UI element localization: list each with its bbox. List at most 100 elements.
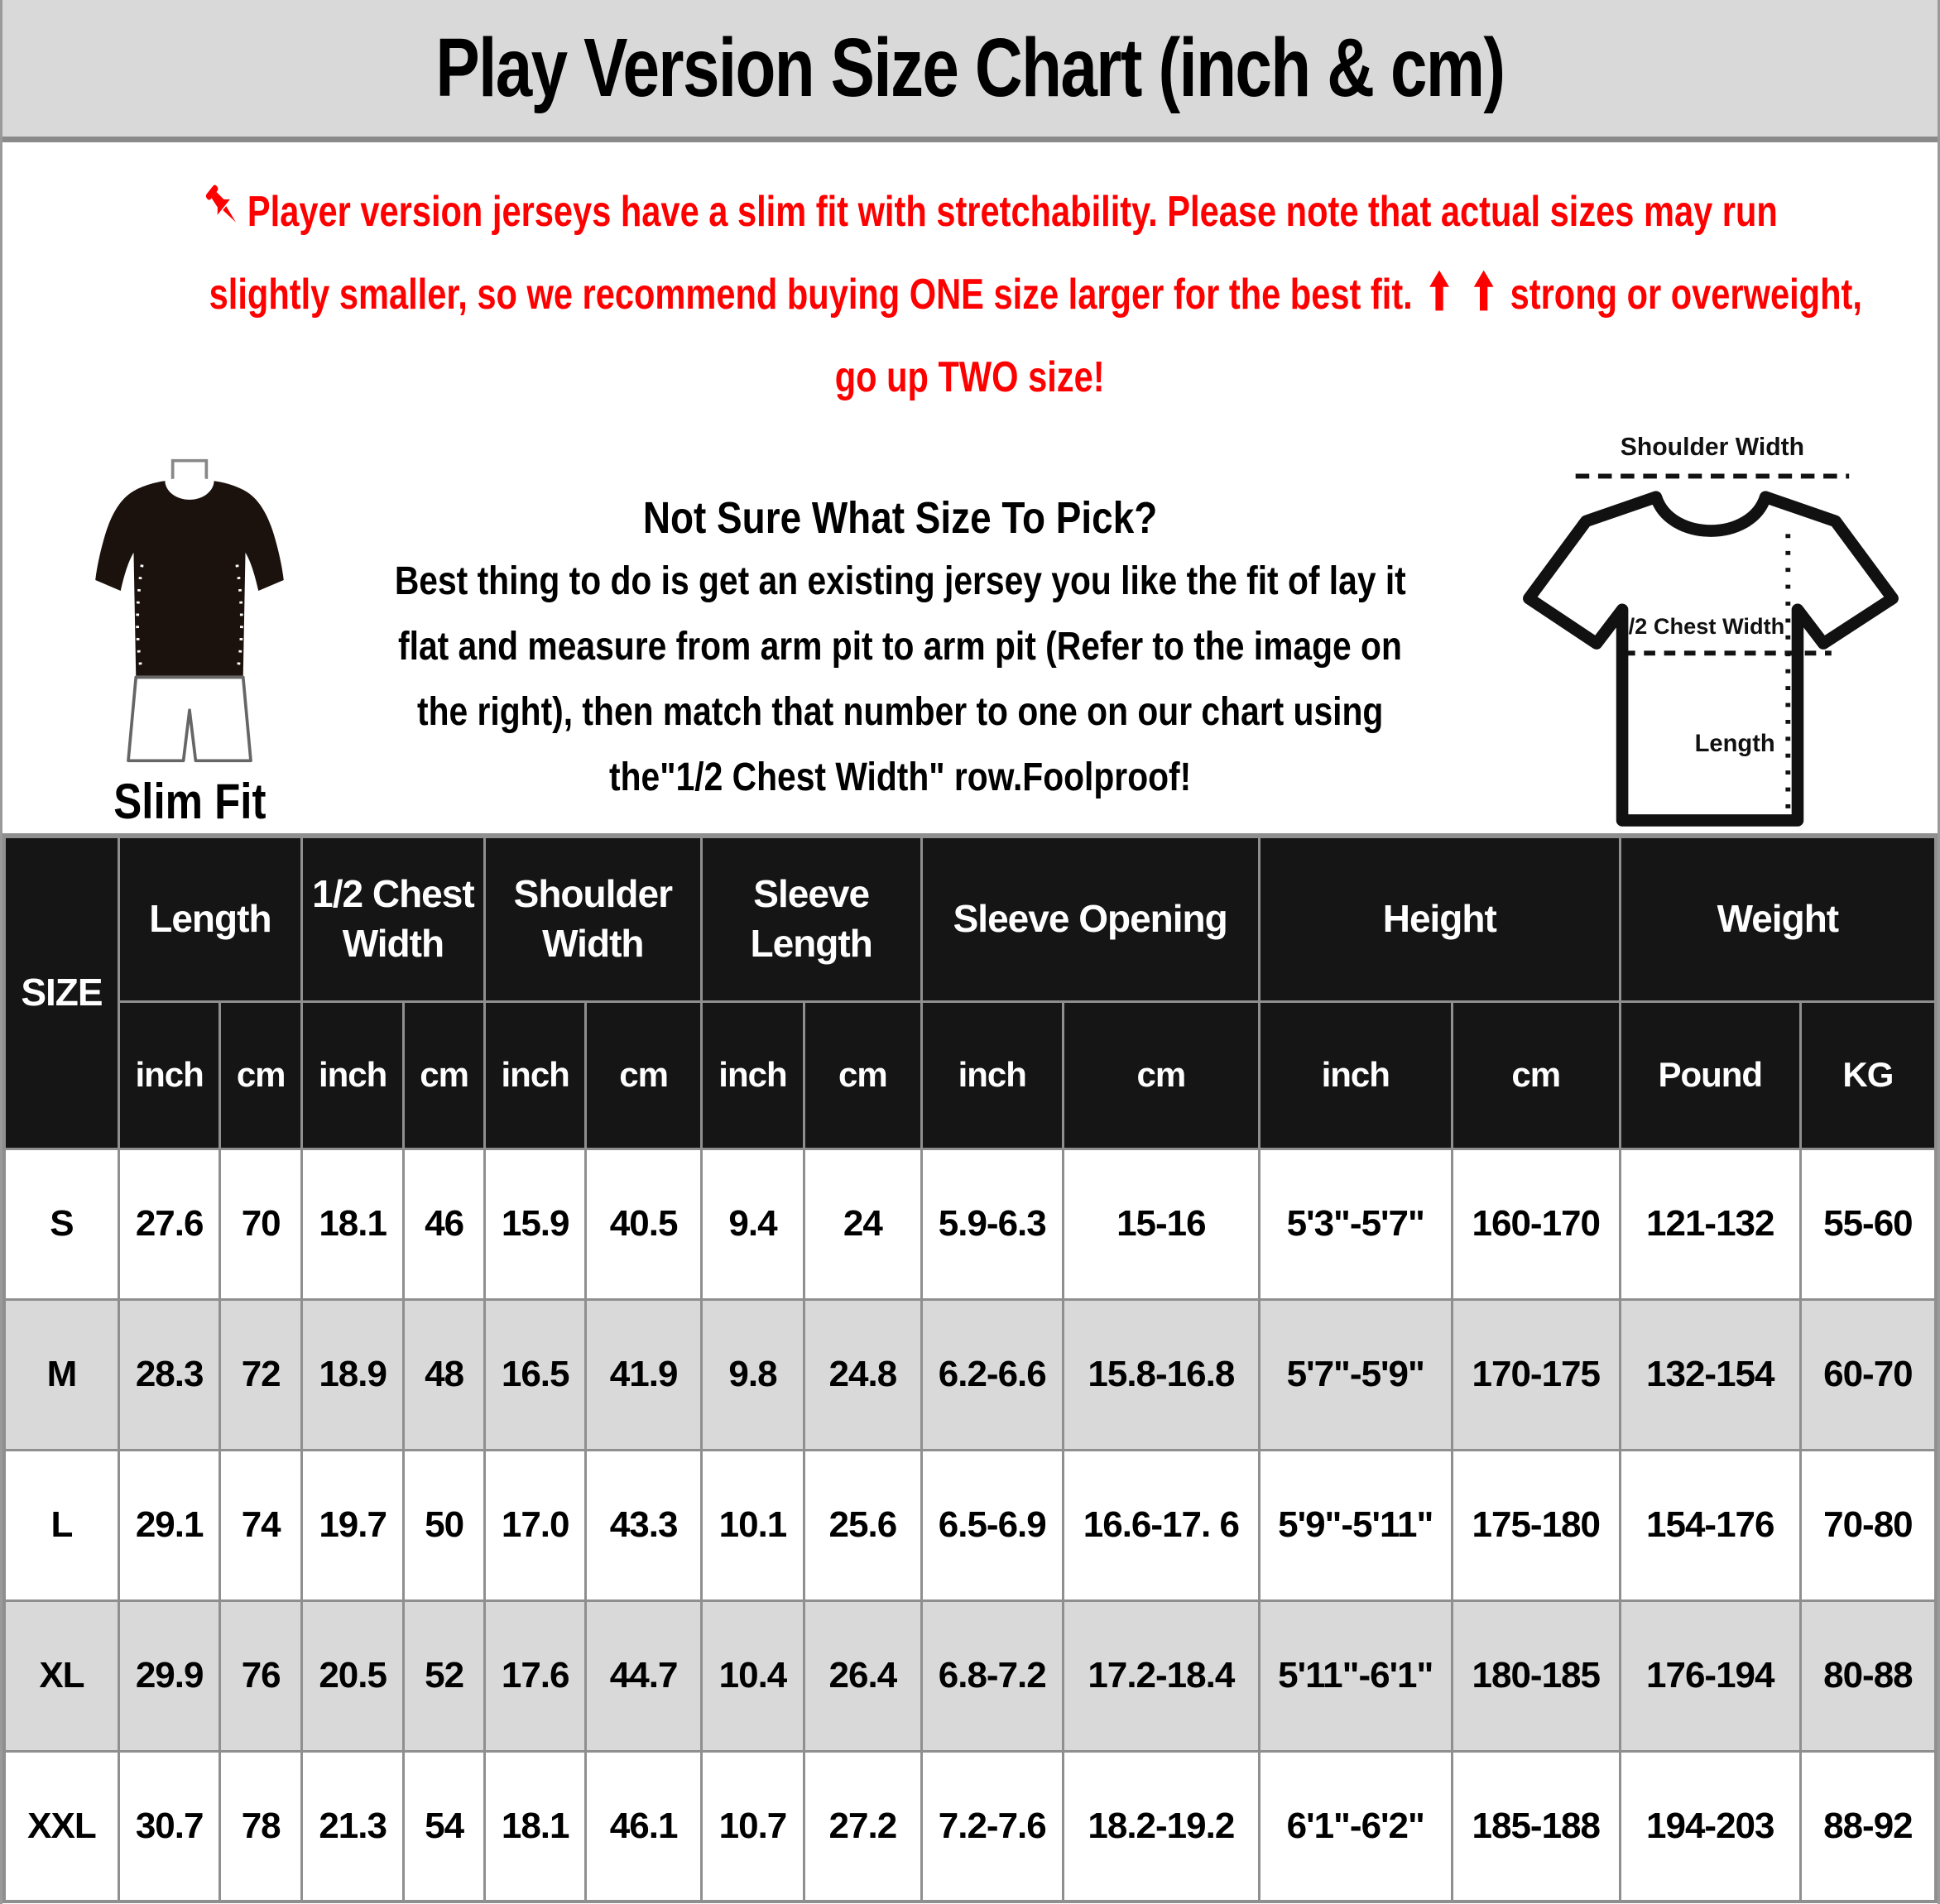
fit-disclaimer: Player version jerseys have a slim fit w… [2,142,1938,428]
unit-header: cm [218,1000,303,1150]
value-cell: 44.7 [584,1599,703,1753]
value-cell: 15-16 [1061,1147,1261,1301]
value-cell: 52 [402,1599,486,1753]
value-cell: 17.2-18.4 [1061,1599,1261,1753]
unit-header: inch [483,1000,588,1150]
value-cell: 72 [218,1297,303,1451]
size-label: XL [2,1599,120,1753]
units-row: inch cm inch cm inch cm inch cm inch cm inch cm Poun… [4,1000,1938,1150]
table-row: L 29.1 74 19.7 50 17.0 43.3 10.1 25.6 6.5-6.9 16.6… [2,1448,1938,1602]
disclaimer-text-3: go up TWO size! [835,353,1105,401]
value-cell: 21.3 [300,1749,406,1903]
column-group-shoulder: Shoulder Width [483,834,703,1003]
column-group-sleeve-length: Sleeve Length [699,834,923,1003]
unit-header: Pound [1618,1000,1802,1150]
value-cell: 18.9 [300,1297,406,1451]
unit-header: cm [803,1000,923,1150]
value-cell: 30.7 [117,1749,222,1903]
value-cell: 9.8 [699,1297,806,1451]
value-cell: 17.0 [483,1448,588,1602]
value-cell: 10.4 [699,1599,806,1753]
fit-caption: Slim Fit [113,774,267,829]
column-group-half-chest: 1/2 Chest Width [300,834,486,1003]
value-cell: 26.4 [803,1599,923,1753]
unit-header: inch [699,1000,806,1150]
unit-header: inch [117,1000,222,1150]
half-chest-label: 1/2 Chest Width [1616,613,1784,639]
disclaimer-line-3: go up TWO size! [2,336,1938,419]
value-cell: 5.9-6.3 [920,1147,1064,1301]
value-cell: 6.2-6.6 [920,1297,1064,1451]
value-cell: 185-188 [1450,1749,1621,1903]
value-cell: 180-185 [1450,1599,1621,1753]
title-bar: Play Version Size Chart (inch & cm) [2,0,1938,142]
value-cell: 15.9 [483,1147,588,1301]
value-cell: 43.3 [584,1448,703,1602]
value-cell: 50 [402,1448,486,1602]
unit-header: cm [584,1000,703,1150]
value-cell: 48 [402,1297,486,1451]
value-cell: 160-170 [1450,1147,1621,1301]
guide-section: Slim Fit Not Sure What Size To Pick? Bes… [2,428,1938,833]
shoulder-width-label: Shoulder Width [1620,434,1803,461]
value-cell: 46 [402,1147,486,1301]
value-cell: 5'7"-5'9" [1257,1297,1453,1451]
column-group-length: Length [117,834,303,1003]
guide-line: Best thing to do is get an existing jers… [394,559,1406,603]
size-label: XXL [2,1749,120,1903]
value-cell: 24 [803,1147,923,1301]
unit-header: cm [1061,1000,1261,1150]
disclaimer-line-2: slightly smaller, so we recommend buying… [2,253,1938,336]
slim-fit-figure-icon [95,458,284,763]
value-cell: 154-176 [1618,1448,1802,1602]
guide-line: flat and measure from arm pit to arm pit… [398,625,1403,669]
measurement-diagram-column: Shoulder Width 1/2 Chest Width Length [1496,428,1926,833]
size-label: L [2,1448,120,1602]
up-arrow-icon [1473,270,1494,311]
value-cell: 19.7 [300,1448,406,1602]
value-cell: 54 [402,1749,486,1903]
value-cell: 78 [218,1749,303,1903]
value-cell: 6'1"-6'2" [1257,1749,1453,1903]
unit-header: cm [402,1000,486,1150]
unit-header: inch [1257,1000,1453,1150]
value-cell: 29.1 [117,1448,222,1602]
value-cell: 20.5 [300,1599,406,1753]
value-cell: 5'11"-6'1" [1257,1599,1453,1753]
value-cell: 74 [218,1448,303,1602]
column-group-height: Height [1257,834,1621,1003]
table-row: XXL 30.7 78 21.3 54 18.1 46.1 10.7 27.2 7.2-7.6 18… [2,1749,1938,1903]
value-cell: 46.1 [584,1749,703,1903]
value-cell: 170-175 [1450,1297,1621,1451]
value-cell: 55-60 [1798,1147,1938,1301]
value-cell: 27.6 [117,1147,222,1301]
value-cell: 41.9 [584,1297,703,1451]
disclaimer-text-1: Player version jerseys have a slim fit w… [247,188,1778,236]
value-cell: 10.7 [699,1749,806,1903]
disclaimer-line-1: Player version jerseys have a slim fit w… [2,170,1938,253]
value-cell: 80-88 [1798,1599,1938,1753]
column-group-sleeve-opening: Sleeve Opening [920,834,1261,1003]
table-row: S 27.6 70 18.1 46 15.9 40.5 9.4 24 5.9-6.3 15-16 5'… [2,1147,1938,1301]
value-cell: 18.1 [483,1749,588,1903]
tshirt-measure-diagram: Shoulder Width 1/2 Chest Width Length [1522,434,1899,827]
value-cell: 40.5 [584,1147,703,1301]
length-label: Length [1694,731,1774,757]
value-cell: 70-80 [1798,1448,1938,1602]
size-table: SIZE Length 1/2 Chest Width Shoulder Wid… [2,833,1938,1903]
value-cell: 25.6 [803,1448,923,1602]
unit-header: cm [1450,1000,1621,1150]
value-cell: 10.1 [699,1448,806,1602]
disclaimer-text-2a: slightly smaller, so we recommend buying… [209,271,1413,319]
table-row: XL 29.9 76 20.5 52 17.6 44.7 10.4 26.4 6.8-7.2 17.… [2,1599,1938,1753]
size-label: M [2,1297,120,1451]
unit-header: inch [920,1000,1064,1150]
value-cell: 29.9 [117,1599,222,1753]
up-arrow-icon [1429,270,1449,311]
size-table-body: S 27.6 70 18.1 46 15.9 40.5 9.4 24 5.9-6.3 15-16 5'… [2,1147,1938,1903]
value-cell: 6.5-6.9 [920,1448,1064,1602]
value-cell: 5'9"-5'11" [1257,1448,1453,1602]
value-cell: 28.3 [117,1297,222,1451]
value-cell: 16.5 [483,1297,588,1451]
